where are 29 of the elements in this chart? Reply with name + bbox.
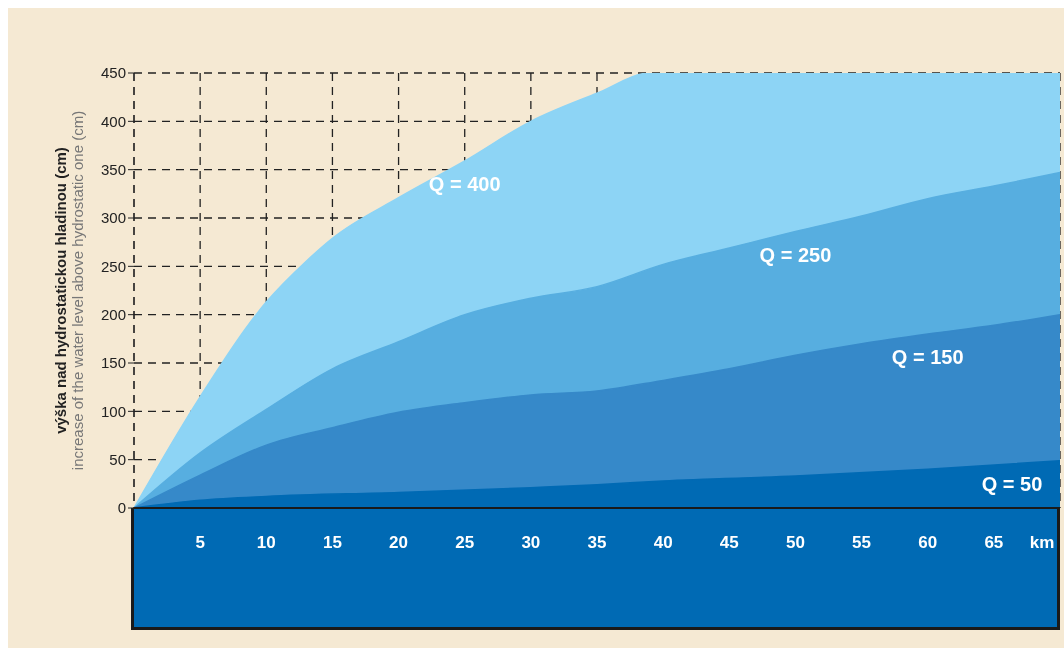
x-tick-label: 50 xyxy=(785,533,805,553)
y-tick-label: 100 xyxy=(100,402,126,420)
series-label: Q = 250 xyxy=(759,243,832,266)
series-label: Q = 50 xyxy=(981,472,1043,495)
x-tick-label: 35 xyxy=(587,533,607,553)
y-tick-label: 400 xyxy=(100,112,126,130)
x-tick-label: 20 xyxy=(389,533,409,553)
y-tick-label: 0 xyxy=(117,499,126,517)
y-tick-label: 350 xyxy=(100,160,126,178)
x-tick-label: 25 xyxy=(455,533,475,553)
x-tick-label: 40 xyxy=(653,533,673,553)
x-tick-label: 15 xyxy=(322,533,342,553)
y-tick-label: 300 xyxy=(100,209,126,227)
y-tick-label: 450 xyxy=(100,64,126,82)
y-tick-label: 200 xyxy=(100,305,126,323)
x-axis-title: km xyxy=(1029,533,1055,552)
x-tick-label: 10 xyxy=(256,533,276,553)
x-tick-label: 65 xyxy=(984,533,1004,553)
y-tick-label: 50 xyxy=(109,450,126,468)
y-axis-title: výška nad hydrostatickou hladinou (cm) increase of the water level above hydrostatic one (cm) xyxy=(52,110,86,471)
x-tick-label: 55 xyxy=(852,533,872,553)
y-tick-label: 150 xyxy=(100,354,126,372)
x-tick-label: 45 xyxy=(719,533,739,553)
x-tick-label: 30 xyxy=(521,533,541,553)
x-tick-label: 5 xyxy=(195,533,205,553)
y-tick-label: 250 xyxy=(100,257,126,275)
series-label: Q = 150 xyxy=(891,346,964,368)
x-tick-label: 60 xyxy=(918,533,938,553)
series-label: Q = 400 xyxy=(428,172,501,195)
